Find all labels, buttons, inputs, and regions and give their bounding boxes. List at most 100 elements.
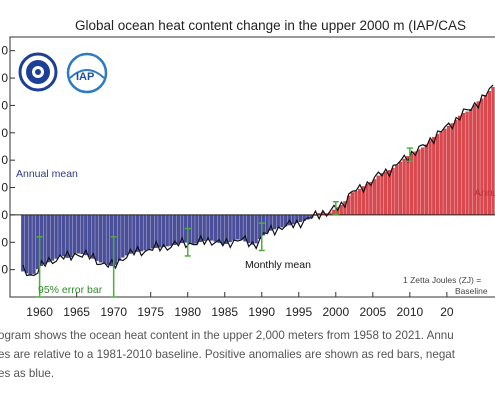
annual-bar bbox=[443, 128, 447, 215]
annual-bar bbox=[295, 214, 299, 224]
annual-bar bbox=[354, 190, 358, 215]
annual-bar bbox=[228, 214, 232, 243]
plot-frame bbox=[9, 36, 495, 298]
svg-text:IAP: IAP bbox=[76, 71, 94, 83]
iap-logo: IAP bbox=[66, 52, 108, 94]
annual-bar bbox=[276, 214, 280, 229]
annual-bar bbox=[139, 214, 143, 252]
annual-bar bbox=[350, 192, 355, 215]
x-tick-label: 1985 bbox=[211, 305, 238, 319]
annual-bar bbox=[358, 188, 362, 215]
annual-bar bbox=[50, 214, 55, 261]
y-tick-label: 0 bbox=[1, 71, 8, 85]
annual-bar bbox=[69, 214, 73, 258]
annual-bar bbox=[106, 214, 110, 265]
annual-bar bbox=[309, 214, 314, 218]
plot-area: 0 0 0 0 0 0 0 0 0 1960 1965 1970 1975 1980 1985 1990 199… bbox=[1, 36, 495, 319]
annual-bar bbox=[339, 205, 343, 215]
annual-bar bbox=[124, 214, 129, 256]
monthly-mean-line bbox=[22, 84, 494, 277]
annual-bar bbox=[32, 214, 36, 274]
annual-bar bbox=[476, 101, 480, 215]
chart-title: Global ocean heat content change in the … bbox=[75, 18, 466, 33]
annual-bar bbox=[191, 214, 195, 244]
annual-bar bbox=[39, 214, 44, 266]
annual-bar bbox=[432, 136, 436, 215]
annual-mean-label-positive: Annu bbox=[474, 187, 495, 199]
annual-bar bbox=[221, 214, 225, 245]
annual-bar bbox=[446, 125, 451, 215]
annual-mean-label: Annual mean bbox=[16, 168, 78, 180]
x-tick-label: 1980 bbox=[174, 305, 201, 319]
x-tick-label: 2005 bbox=[359, 305, 386, 319]
annual-bar bbox=[165, 214, 169, 247]
annual-bar bbox=[469, 108, 473, 215]
y-tick-label: 0 bbox=[1, 44, 8, 58]
annual-bar bbox=[239, 214, 243, 240]
annual-bar bbox=[272, 214, 277, 230]
annual-bar bbox=[176, 214, 181, 244]
annual-bar bbox=[491, 86, 495, 215]
annual-bar bbox=[206, 214, 210, 241]
annual-bar bbox=[54, 214, 58, 259]
annual-bar bbox=[246, 214, 251, 244]
annual-bar bbox=[224, 214, 229, 245]
annual-bar bbox=[132, 214, 136, 253]
annual-bar bbox=[154, 214, 158, 249]
annual-bar bbox=[387, 170, 392, 215]
annual-bar bbox=[424, 144, 429, 215]
annual-bar bbox=[428, 140, 432, 215]
annual-bar bbox=[409, 153, 414, 215]
annual-bar bbox=[250, 214, 255, 245]
y-tick-label: 0 bbox=[1, 235, 8, 249]
y-tick-label: 0 bbox=[1, 208, 8, 222]
annual-bar bbox=[146, 214, 151, 250]
caption-line-2: es are relative to a 1981-2010 baseline.… bbox=[0, 348, 455, 361]
annual-bar bbox=[332, 209, 336, 215]
y-tick-label: 0 bbox=[1, 263, 8, 277]
annual-bar bbox=[47, 214, 51, 263]
x-tick-label: 2010 bbox=[396, 305, 423, 319]
annual-bar bbox=[172, 214, 177, 245]
annual-bar bbox=[298, 214, 303, 223]
annual-bar bbox=[269, 214, 273, 231]
x-tick-label: 1990 bbox=[248, 305, 275, 319]
annual-bar bbox=[61, 214, 66, 257]
annual-bar bbox=[258, 214, 262, 239]
annual-bar bbox=[472, 104, 477, 215]
annual-bar bbox=[391, 167, 395, 215]
annual-bar bbox=[317, 212, 321, 215]
annual-bar bbox=[217, 214, 221, 243]
monthly-mean-label: Monthly mean bbox=[245, 259, 311, 271]
annual-bar bbox=[235, 214, 240, 240]
annual-bar bbox=[324, 213, 329, 215]
annual-bar bbox=[291, 214, 295, 225]
annual-bar bbox=[483, 95, 488, 215]
annual-bar bbox=[346, 195, 351, 215]
annual-bar bbox=[461, 112, 466, 215]
annual-bar bbox=[320, 212, 325, 215]
annual-bar bbox=[365, 183, 369, 215]
annual-bar bbox=[406, 156, 410, 215]
annual-bar bbox=[457, 115, 462, 215]
annual-bar bbox=[150, 214, 155, 249]
annual-bar bbox=[413, 151, 417, 215]
y-tick-label: 0 bbox=[1, 126, 8, 140]
baseline-note: Baseline bbox=[455, 286, 488, 296]
annual-bar bbox=[361, 186, 366, 215]
annual-bar bbox=[91, 214, 95, 259]
annual-bar bbox=[84, 214, 88, 256]
annual-bar bbox=[328, 212, 332, 215]
annual-bar bbox=[454, 119, 458, 215]
figure-caption: ogram shows the ocean heat content in th… bbox=[0, 326, 495, 400]
annual-bar bbox=[435, 134, 440, 215]
annual-bar bbox=[420, 147, 425, 215]
annual-bar bbox=[202, 214, 206, 241]
annual-bar bbox=[72, 214, 77, 255]
annual-bar bbox=[76, 214, 81, 254]
annual-bar bbox=[450, 123, 454, 215]
annual-bar bbox=[465, 111, 469, 215]
annual-bar bbox=[43, 214, 47, 265]
annual-bar bbox=[87, 214, 92, 257]
annual-bar bbox=[261, 214, 266, 236]
